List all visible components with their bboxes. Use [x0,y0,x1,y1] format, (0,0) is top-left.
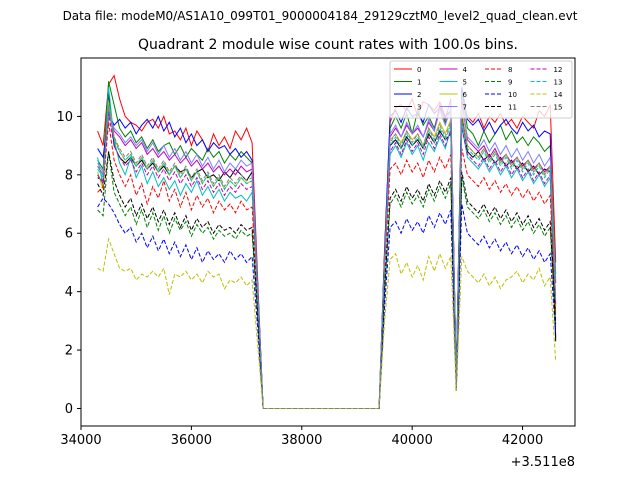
legend-label: 12 [554,66,563,74]
y-tick-label: 6 [65,227,73,242]
x-axis-offset-label: +3.511e8 [511,455,575,470]
legend-label: 3 [417,104,421,112]
legend-label: 8 [508,66,512,74]
y-tick-label: 0 [65,402,73,417]
legend-label: 13 [554,79,563,87]
legend-label: 7 [463,104,467,112]
axes-title: Quadrant 2 module wise count rates with … [138,37,518,53]
x-tick-label: 34000 [60,433,101,448]
x-axis: 34000 36000 38000 40000 42000 [60,426,543,448]
legend-label: 0 [417,66,421,74]
series-line-10 [97,197,557,409]
x-tick-label: 36000 [171,433,212,448]
figure-suptitle: Data file: modeM0/AS1A10_099T01_90000041… [63,9,578,23]
legend-label: 15 [554,104,563,112]
x-tick-label: 40000 [391,433,432,448]
x-tick-label: 38000 [281,433,322,448]
x-tick-label: 42000 [502,433,543,448]
y-tick-label: 4 [65,285,73,300]
legend-label: 5 [463,79,467,87]
plot-lines [97,74,557,409]
y-tick-label: 10 [56,110,73,125]
legend-label: 9 [508,79,512,87]
series-line-9 [97,151,557,409]
y-axis: 0 2 4 6 8 10 [56,110,81,417]
series-line-15 [97,107,557,409]
y-tick-label: 2 [65,344,73,359]
legend-label: 10 [508,91,517,99]
legend-box [389,60,573,119]
axes-frame [80,57,576,427]
legend-label: 11 [508,104,517,112]
y-tick-label: 8 [65,168,73,183]
legend-label: 4 [463,66,468,74]
legend-label: 6 [463,91,468,99]
legend-label: 14 [554,91,563,99]
legend-label: 1 [417,79,421,87]
legend-label: 2 [417,91,421,99]
